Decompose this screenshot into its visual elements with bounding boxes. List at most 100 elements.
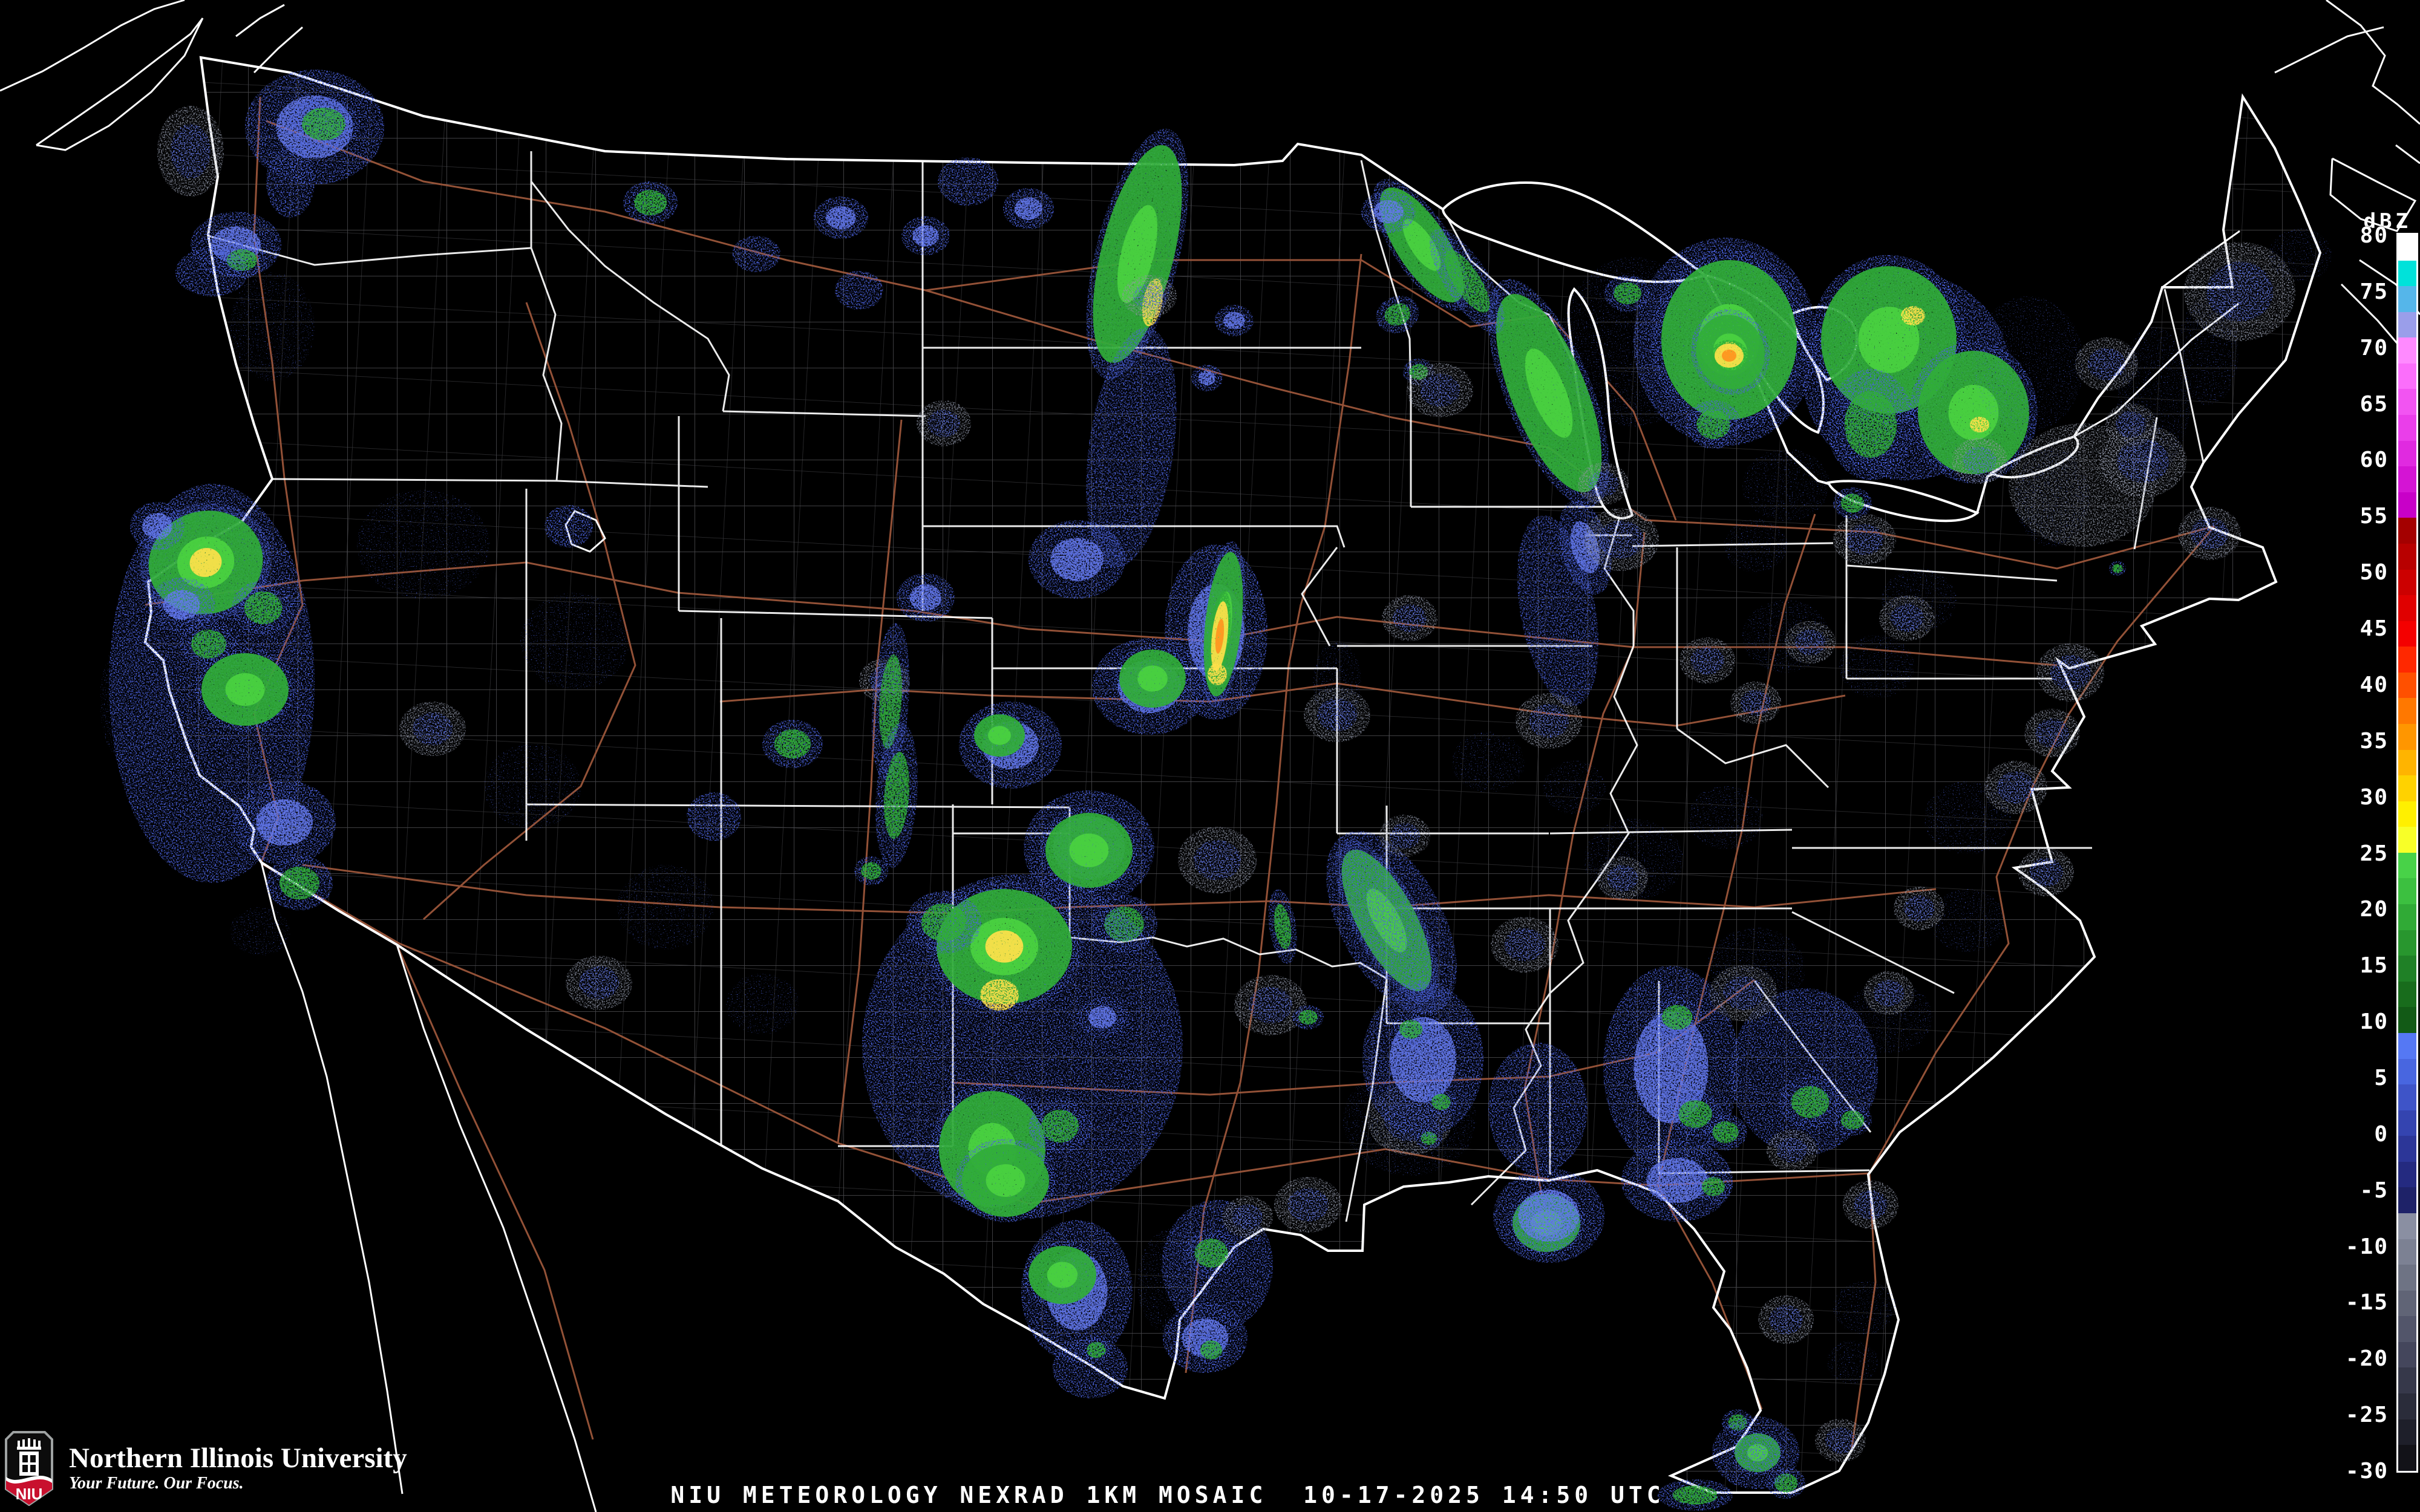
radar-echo — [357, 490, 490, 599]
radar-echo — [1362, 982, 1483, 1137]
colorbar-tick-label: -25 — [2345, 1403, 2389, 1428]
colorbar-tick-label: -30 — [2345, 1459, 2389, 1484]
radar-echo — [1028, 1099, 1091, 1153]
radar-echo — [1863, 971, 1914, 1015]
colorbar-tick-label: 70 — [2360, 335, 2389, 360]
radar-echo — [1815, 1419, 1866, 1462]
colorbar-segment — [2398, 1367, 2416, 1394]
colorbar-segment — [2398, 698, 2416, 724]
radar-echo — [2178, 507, 2241, 560]
colorbar-segment — [2398, 749, 2416, 776]
radar-echo — [233, 780, 336, 865]
radar-echo — [1516, 693, 1582, 749]
radar-echo — [1028, 520, 1125, 599]
radar-echo — [1222, 1196, 1273, 1237]
radar-echo — [1208, 590, 1231, 682]
radar-echo — [1114, 645, 1191, 712]
radar-echo — [835, 271, 883, 310]
radar-echo — [1274, 1177, 1342, 1233]
colorbar-segment — [2398, 827, 2416, 853]
colorbar-tick-label: -10 — [2345, 1234, 2389, 1259]
colorbar-segment — [2398, 492, 2416, 518]
radar-echo — [544, 505, 593, 547]
radar-echo — [1924, 781, 2011, 854]
svg-text:NIU: NIU — [16, 1485, 43, 1503]
colorbar-segment — [2398, 1341, 2416, 1368]
colorbar-segment — [2398, 466, 2416, 492]
radar-echo — [1039, 807, 1139, 894]
niu-logo: NIU Northern Illinois University Your Fu… — [5, 1431, 407, 1507]
colorbar-segment — [2398, 1058, 2416, 1085]
radar-echo — [955, 1139, 1056, 1222]
radar-echo — [1268, 889, 1297, 964]
radar-echo — [1379, 815, 1430, 857]
colorbar-segment — [2398, 311, 2416, 338]
colorbar-tick-label: -5 — [2360, 1178, 2389, 1203]
radar-echo — [1833, 487, 1872, 519]
radar-echo — [1081, 1337, 1112, 1363]
radar-echo — [917, 400, 971, 446]
radar-echo — [1584, 508, 1659, 571]
radar-echo — [1652, 997, 1702, 1038]
radar-echo — [1122, 275, 1177, 318]
radar-echo — [1712, 1416, 1799, 1489]
university-tagline: Your Future. Our Focus. — [69, 1474, 244, 1493]
radar-echo — [1688, 786, 1763, 849]
niu-shield-icon: NIU — [5, 1431, 53, 1507]
radar-echo — [1621, 1139, 1733, 1222]
radar-echo — [1724, 519, 1787, 572]
colorbar-segment — [2398, 930, 2416, 956]
radar-echo — [617, 865, 714, 950]
colorbar-segment — [2398, 286, 2416, 312]
radar-echo — [1882, 569, 1957, 631]
radar-echo — [148, 578, 215, 632]
colorbar-tick-label: -20 — [2345, 1346, 2389, 1372]
radar-echo — [1313, 641, 1361, 726]
colorbar-segment — [2398, 621, 2416, 647]
radar-echo — [100, 629, 178, 774]
radar-echo — [623, 181, 678, 224]
colorbar-segment — [2398, 1393, 2416, 1419]
colorbar-tick-label: 75 — [2360, 279, 2389, 304]
colorbar-tick-label: 40 — [2360, 672, 2389, 697]
radar-echo — [1839, 635, 1914, 698]
radar-echo — [906, 891, 981, 954]
colorbar-segment — [2398, 1187, 2416, 1213]
radar-echo — [230, 272, 315, 381]
dbz-colorbar — [2396, 233, 2418, 1473]
university-name: Northern Illinois University — [69, 1442, 407, 1474]
radar-echo — [399, 702, 466, 756]
radar-echo — [1930, 889, 2005, 952]
colorbar-tick-label: 25 — [2360, 841, 2389, 866]
radar-echo — [266, 145, 315, 218]
radar-echo — [1376, 296, 1419, 333]
colorbar-segment — [2398, 543, 2416, 570]
radar-echo — [230, 907, 290, 956]
colorbar-segment — [2398, 337, 2416, 363]
radar-echo — [732, 236, 780, 272]
radar-echo — [287, 97, 360, 151]
radar-echo — [2036, 644, 2104, 702]
colorbar-segment — [2398, 1419, 2416, 1445]
colorbar-segment — [2398, 852, 2416, 879]
radar-echo — [1452, 732, 1525, 792]
radar-echo — [726, 974, 799, 1034]
colorbar-segment — [2398, 363, 2416, 389]
radar-echo — [2109, 561, 2126, 576]
colorbar-segment — [2398, 1316, 2416, 1342]
radar-echo — [1392, 1014, 1430, 1045]
radar-echo — [1597, 856, 1648, 900]
mosaic-caption: NIU METEOROLOGY NEXRAD 1KM MOSAIC 10-17-… — [670, 1482, 1665, 1508]
colorbar-tick-label: 30 — [2360, 784, 2389, 810]
colorbar-segment — [2398, 1161, 2416, 1188]
radar-echo — [1292, 1005, 1324, 1029]
colorbar-segment — [2398, 1084, 2416, 1110]
colorbar-segment — [2398, 956, 2416, 982]
colorbar-tick-label: 15 — [2360, 953, 2389, 979]
colorbar-tick-label: 0 — [2374, 1121, 2389, 1147]
radar-echo — [1326, 830, 1457, 1014]
radar-echo — [1137, 1228, 1210, 1337]
radar-echo — [1901, 306, 1925, 325]
